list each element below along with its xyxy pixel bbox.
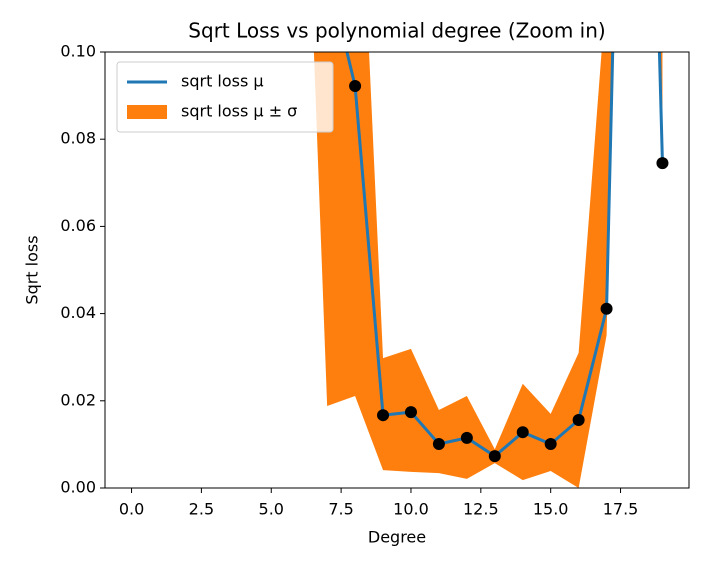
axes-frame — [104, 51, 690, 489]
data-point — [600, 302, 613, 315]
data-point — [516, 426, 529, 439]
data-point — [656, 157, 669, 170]
x-tick-label: 5.0 — [259, 500, 284, 519]
x-tick-label: 2.5 — [189, 500, 214, 519]
data-point — [349, 80, 362, 93]
y-tick-label: 0.08 — [60, 129, 96, 148]
data-point — [404, 406, 417, 419]
y-tick-label: 0.04 — [60, 303, 96, 322]
x-axis-label: Degree — [368, 528, 426, 547]
x-tick-label: 7.5 — [328, 500, 353, 519]
plot-area — [313, 52, 669, 488]
y-tick-label: 0.00 — [60, 478, 96, 497]
y-tick-label: 0.06 — [60, 216, 96, 235]
x-tick-label: 0.0 — [119, 500, 144, 519]
data-point — [432, 437, 445, 450]
x-tick-label: 10.0 — [393, 500, 429, 519]
x-tick-label: 15.0 — [533, 500, 569, 519]
data-point — [377, 409, 390, 422]
x-tick-label: 12.5 — [463, 500, 499, 519]
std-band — [313, 52, 663, 488]
legend-label: sqrt loss μ ± σ — [181, 102, 297, 121]
y-tick-label: 0.02 — [60, 390, 96, 409]
mean-line — [345, 52, 664, 459]
data-point — [460, 431, 473, 444]
legend-label: sqrt loss μ — [181, 72, 264, 91]
y-tick-label: 0.10 — [60, 42, 96, 61]
legend-patch — [127, 105, 167, 119]
chart-title: Sqrt Loss vs polynomial degree (Zoom in) — [188, 19, 605, 43]
y-axis-label: Sqrt loss — [23, 235, 42, 304]
legend-box — [116, 61, 334, 133]
data-point — [544, 437, 557, 450]
data-point — [572, 413, 585, 426]
data-point — [488, 450, 501, 463]
x-tick-label: 17.5 — [603, 500, 639, 519]
